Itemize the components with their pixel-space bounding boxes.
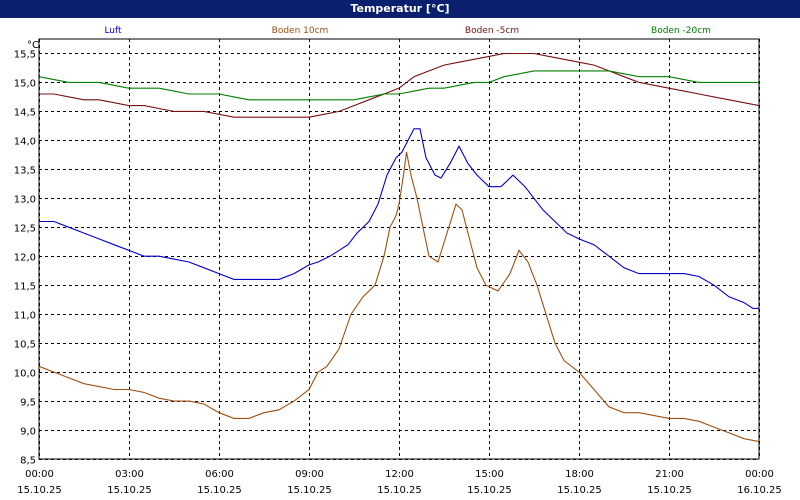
- series-line-luft: [39, 128, 759, 309]
- chart-title: Temperatur [°C]: [0, 0, 800, 18]
- x-tick-date: 15.10.25: [377, 485, 422, 496]
- plot-frame: [38, 38, 760, 460]
- legend-entry: Boden -20cm: [651, 26, 711, 36]
- x-tick-time: 00:00: [25, 469, 54, 480]
- x-tick-time: 00:00: [745, 469, 774, 480]
- legend-entry: Boden 10cm: [272, 26, 329, 36]
- x-tick-date: 15.10.25: [557, 485, 602, 496]
- legend-entry: Luft: [104, 26, 122, 36]
- x-tick-date: 15.10.25: [287, 485, 332, 496]
- x-tick-time: 18:00: [565, 469, 594, 480]
- y-tick-label: 9,0: [20, 427, 36, 438]
- y-tick-label: 10,5: [14, 340, 36, 351]
- x-tick-date: 15.10.25: [467, 485, 512, 496]
- y-tick-label: 15,5: [14, 50, 36, 61]
- x-tick-date: 15.10.25: [647, 485, 692, 496]
- y-tick-label: 13,0: [14, 195, 36, 206]
- series-line-boden-5cm: [39, 52, 760, 118]
- y-tick-label: 10,0: [14, 369, 36, 380]
- y-tick-label: 14,5: [14, 108, 36, 119]
- x-tick-date: 15.10.25: [107, 485, 152, 496]
- series-lines: [38, 52, 760, 443]
- y-tick-label: 15,0: [14, 79, 36, 90]
- x-tick-time: 12:00: [385, 469, 414, 480]
- x-tick-date: 15.10.25: [17, 485, 62, 496]
- y-tick-label: 12,5: [14, 224, 36, 235]
- series-line-boden-10cm: [38, 151, 760, 443]
- x-tick-time: 06:00: [205, 469, 234, 480]
- grid-lines: [39, 39, 760, 460]
- y-tick-label: 11,5: [14, 282, 36, 293]
- x-tick-time: 15:00: [475, 469, 504, 480]
- x-tick-date: 16.10.25: [737, 485, 782, 496]
- y-tick-label: 11,0: [14, 311, 36, 322]
- x-tick-time: 21:00: [655, 469, 684, 480]
- x-tick-date: 15.10.25: [197, 485, 242, 496]
- y-axis-ticks: 8,5 9,0 9,5 10,0 10,5 11,0 11,5 12,0 12,5 13,0 13,…: [14, 50, 36, 467]
- legend-entry: Boden -5cm: [465, 26, 519, 36]
- series-line-boden-20cm: [38, 70, 759, 101]
- x-tick-time: 09:00: [295, 469, 324, 480]
- x-tick-time: 03:00: [115, 469, 144, 480]
- y-tick-label: 13,5: [14, 166, 36, 177]
- y-tick-label: 9,5: [20, 398, 36, 409]
- y-tick-label: 14,0: [14, 137, 36, 148]
- legend: Luft Boden 10cm Boden -5cm Boden -20cm: [104, 26, 711, 36]
- y-tick-label: 12,0: [14, 253, 36, 264]
- x-axis-ticks: 00:00 15.10.25 03:00 15.10.25 06:00 15.10.25 0…: [17, 469, 782, 496]
- y-axis-unit: °C: [27, 40, 39, 51]
- y-tick-label: 8,5: [20, 456, 36, 467]
